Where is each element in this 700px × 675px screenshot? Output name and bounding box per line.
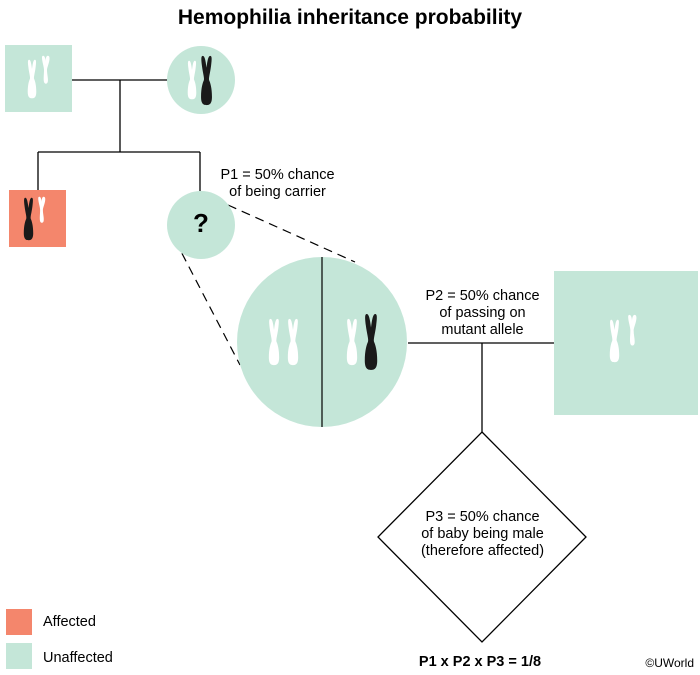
- p1-line2: of being carrier: [229, 184, 326, 200]
- p1-label: P1 = 50% chance of being carrier: [205, 167, 350, 201]
- legend-affected-label: Affected: [43, 614, 96, 630]
- p2-label: P2 = 50% chance of passing on mutant all…: [410, 288, 555, 339]
- mother-circle: [167, 46, 235, 114]
- pedigree-lines: [37, 79, 554, 432]
- p2-line3: mutant allele: [441, 322, 524, 338]
- legend-affected-swatch: [6, 609, 32, 635]
- sister-circle: [167, 191, 235, 259]
- diagram-title: Hemophilia inheritance probability: [177, 6, 523, 29]
- p3-label: P3 = 50% chance of baby being male (ther…: [405, 509, 560, 560]
- p2-line2: of passing on: [439, 305, 526, 321]
- sister-genotype-circle: [237, 257, 407, 427]
- partner-square: [554, 271, 698, 415]
- p3-line2: of baby being male: [421, 526, 544, 542]
- offspring-diamond: [377, 431, 587, 643]
- p3-line1: P3 = 50% chance: [425, 509, 540, 525]
- legend-unaffected-label: Unaffected: [43, 650, 113, 666]
- p1-line1: P1 = 50% chance: [220, 167, 335, 183]
- copyright-credit: ©UWorld: [645, 656, 694, 670]
- p2-line1: P2 = 50% chance: [425, 288, 540, 304]
- father-square: [5, 45, 72, 112]
- probability-formula: P1 x P2 x P3 = 1/8: [418, 654, 542, 670]
- p3-line3: (therefore affected): [420, 543, 545, 559]
- sister-unknown-symbol: ?: [193, 208, 209, 238]
- zoom-lines: [174, 204, 356, 366]
- brother-square: [9, 190, 66, 247]
- legend-unaffected-swatch: [6, 643, 32, 669]
